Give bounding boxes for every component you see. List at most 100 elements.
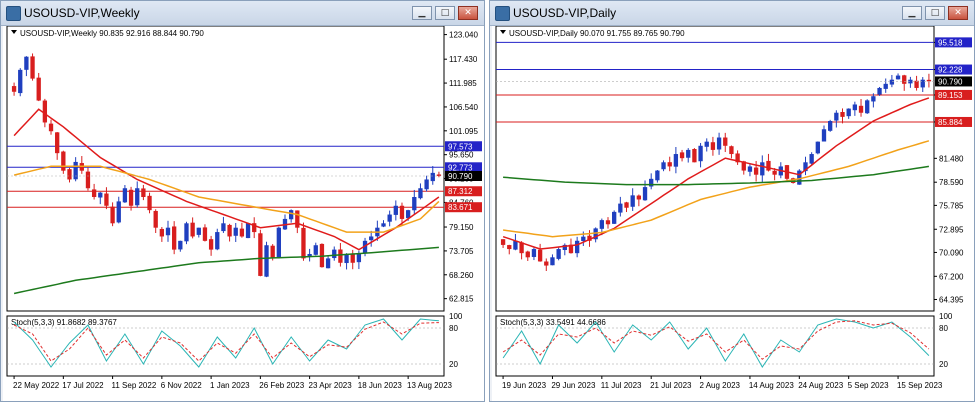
weekly-chart-window[interactable]: USOUSD-VIP,Weekly ▁ □ ✕ 123.040 117.430 11… — [0, 0, 485, 402]
close-button[interactable]: ✕ — [948, 6, 968, 20]
stoch-main-line — [502, 318, 930, 368]
level-price-label: 97.573 — [448, 142, 473, 151]
candle-body — [809, 154, 814, 164]
candle-body — [914, 80, 919, 88]
candle-body — [258, 233, 263, 276]
candle-body — [73, 161, 78, 180]
maximize-button[interactable]: □ — [925, 6, 945, 20]
candle-body — [338, 249, 343, 263]
candle-body — [172, 226, 177, 250]
price-tick-label: 106.540 — [449, 103, 478, 112]
daily-window-titlebar[interactable]: USOUSD-VIP,Daily ▁ □ ✕ — [490, 1, 974, 26]
price-tick-label: 78.590 — [939, 178, 964, 187]
candle-body — [116, 201, 121, 223]
candle-body — [735, 153, 740, 163]
daily-chart-window[interactable]: USOUSD-VIP,Daily ▁ □ ✕ 95.518 92.228 89.15… — [489, 0, 975, 402]
price-tick-label: 70.090 — [939, 248, 964, 257]
candle-body — [350, 253, 355, 263]
moving-average-line — [13, 246, 439, 295]
main-plot-frame — [6, 25, 445, 312]
candle-body — [630, 195, 635, 207]
candle-body — [369, 236, 374, 241]
candle-body — [760, 162, 765, 176]
candle-body — [797, 170, 802, 185]
chart-window-icon — [495, 6, 510, 21]
candle-body — [821, 129, 827, 142]
level-price-label: 95.518 — [938, 38, 963, 47]
candle-body — [91, 189, 97, 197]
time-tick-label: 2 Aug 2023 — [699, 381, 740, 390]
candle-body — [325, 258, 331, 269]
candle-body — [698, 145, 703, 162]
time-tick-label: 13 Aug 2023 — [407, 381, 452, 390]
candle-body — [430, 172, 435, 182]
candle-body — [642, 187, 648, 201]
candle-body — [270, 245, 275, 259]
price-tick-label: 73.705 — [449, 247, 474, 256]
candle-body — [908, 79, 913, 84]
candle-body — [128, 189, 134, 206]
candle-body — [295, 210, 300, 228]
candle-body — [599, 220, 604, 229]
candle-body — [196, 227, 201, 235]
candle-body — [85, 171, 91, 189]
level-price-label: 83.671 — [448, 203, 473, 212]
minimize-button[interactable]: ▁ — [902, 6, 922, 20]
candle-body — [723, 137, 728, 146]
candle-body — [871, 96, 876, 102]
price-tick-label: 117.430 — [449, 55, 478, 64]
candle-body — [574, 240, 580, 254]
candle-body — [537, 249, 543, 262]
candle-body — [313, 245, 318, 255]
level-price-tag — [935, 37, 972, 48]
candle-body — [556, 249, 561, 259]
time-tick-label: 14 Aug 2023 — [749, 381, 794, 390]
candle-body — [877, 87, 882, 95]
weekly-candlestick-chart[interactable]: 123.040 117.430 111.985 106.540 101.095 95.65… — [3, 25, 484, 401]
weekly-plot-area[interactable]: 123.040 117.430 111.985 106.540 101.095 95.65… — [3, 25, 484, 401]
price-tick-label: 79.150 — [449, 223, 474, 232]
time-tick-label: 18 Jun 2023 — [358, 381, 403, 390]
price-tick-label: 72.895 — [939, 225, 964, 234]
moving-average-line — [502, 97, 930, 250]
candle-body — [405, 210, 411, 219]
time-tick-label: 23 Apr 2023 — [309, 381, 353, 390]
level-price-tag — [935, 64, 972, 75]
weekly-window-title: USOUSD-VIP,Weekly — [24, 6, 140, 20]
daily-candlestick-chart[interactable]: 95.518 92.228 89.153 85.884 81.480 78.590 75.7… — [492, 25, 974, 401]
candle-body — [30, 56, 35, 79]
candle-body — [110, 206, 115, 224]
candle-body — [513, 240, 518, 250]
close-button[interactable]: ✕ — [458, 6, 478, 20]
level-price-label: 92.228 — [938, 66, 963, 75]
price-tick-label: 81.480 — [939, 154, 964, 163]
candle-body — [661, 162, 666, 170]
last-price-tag — [445, 170, 482, 181]
minimize-button[interactable]: ▁ — [412, 6, 432, 20]
candle-body — [710, 142, 716, 150]
candle-body — [673, 154, 679, 167]
candle-body — [67, 169, 72, 180]
candle-body — [562, 244, 567, 251]
candle-body — [208, 239, 214, 250]
weekly-window-titlebar[interactable]: USOUSD-VIP,Weekly ▁ □ ✕ — [1, 1, 484, 26]
maximize-button[interactable]: □ — [435, 6, 455, 20]
daily-plot-area[interactable]: 95.518 92.228 89.153 85.884 81.480 78.590 75.7… — [492, 25, 974, 401]
price-tick-label: 67.200 — [939, 272, 964, 281]
candle-body — [581, 236, 586, 242]
price-tick-label: 64.395 — [939, 295, 964, 304]
candle-body — [636, 195, 642, 200]
level-price-tag — [935, 89, 972, 100]
price-tick-label: 62.815 — [449, 295, 474, 304]
candle-body — [766, 160, 771, 171]
candle-body — [834, 112, 839, 121]
candle-body — [605, 220, 611, 225]
candle-body — [42, 100, 48, 123]
candle-body — [252, 223, 257, 233]
chart-ohlc-label: USOUSD-VIP,Daily 90.070 91.755 89.765 90… — [509, 29, 685, 38]
time-tick-label: 21 Jul 2023 — [650, 381, 692, 390]
time-tick-label: 26 Feb 2023 — [259, 381, 304, 390]
stoch-main-line — [13, 318, 439, 368]
chart-menu-triangle — [500, 30, 506, 34]
candle-body — [828, 121, 833, 131]
